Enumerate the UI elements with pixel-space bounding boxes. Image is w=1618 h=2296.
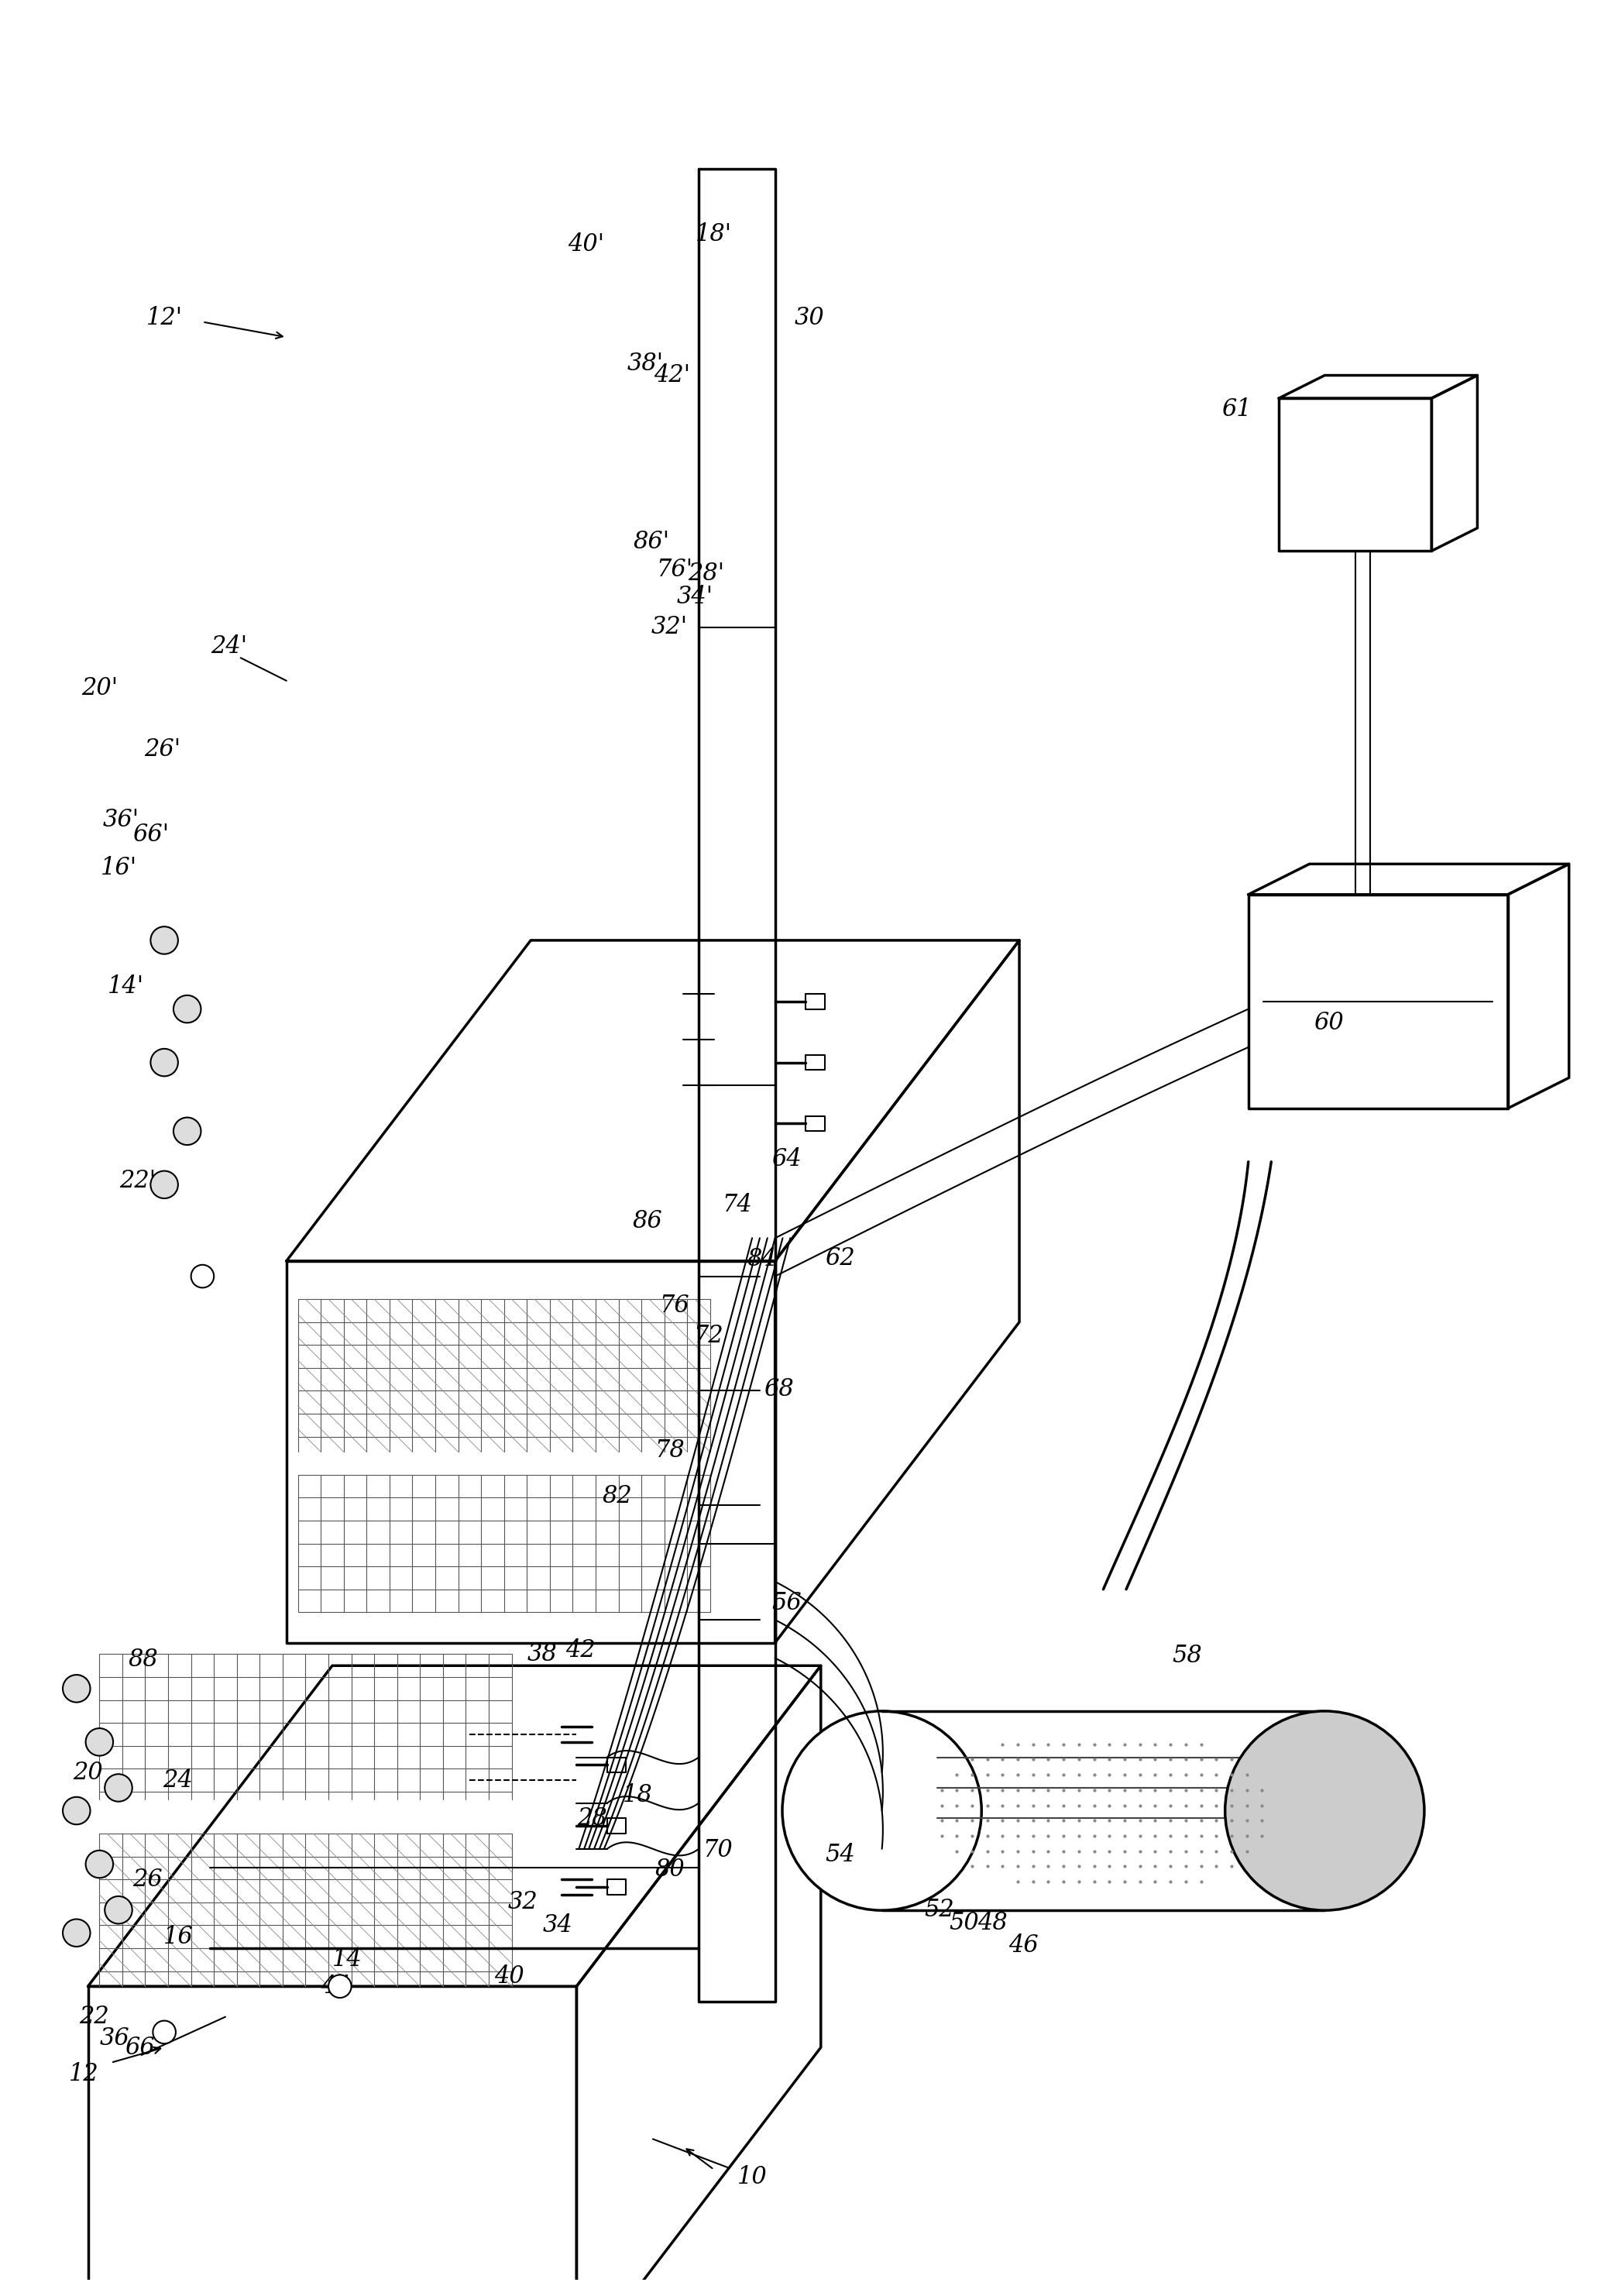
Circle shape	[105, 1775, 133, 1802]
Text: 54: 54	[825, 1844, 854, 1867]
Text: 12: 12	[70, 2062, 99, 2087]
Ellipse shape	[781, 1711, 982, 1910]
Text: 14: 14	[333, 1947, 362, 1972]
Circle shape	[328, 1975, 351, 1998]
Text: 72: 72	[694, 1325, 723, 1348]
Text: 10: 10	[738, 2165, 767, 2188]
Text: 66': 66'	[133, 822, 168, 847]
Text: 24: 24	[163, 1768, 193, 1793]
Text: 26: 26	[133, 1867, 162, 1892]
Text: 32: 32	[508, 1890, 539, 1915]
Circle shape	[191, 1265, 214, 1288]
Text: 28: 28	[576, 1807, 607, 1830]
Text: 34: 34	[542, 1913, 573, 1938]
Text: 16': 16'	[100, 856, 138, 879]
Polygon shape	[607, 1756, 626, 1773]
Circle shape	[63, 1919, 91, 1947]
Text: 88: 88	[128, 1649, 159, 1671]
Text: 86: 86	[633, 1210, 662, 1233]
Text: 22': 22'	[120, 1169, 155, 1194]
Text: 40: 40	[495, 1965, 524, 1988]
Text: 36: 36	[100, 2027, 129, 2050]
Text: 56: 56	[772, 1591, 801, 1614]
Text: 76: 76	[659, 1293, 689, 1318]
Text: 40': 40'	[568, 232, 604, 257]
Text: 38': 38'	[628, 351, 663, 377]
Text: 50: 50	[950, 1910, 979, 1936]
Text: 60: 60	[1314, 1010, 1343, 1035]
Text: 66: 66	[125, 2034, 155, 2060]
Ellipse shape	[1225, 1711, 1424, 1910]
Circle shape	[63, 1674, 91, 1701]
Text: 58: 58	[1173, 1644, 1202, 1667]
Text: 48: 48	[977, 1910, 1008, 1936]
Text: 64: 64	[772, 1148, 801, 1171]
Text: 76': 76'	[655, 558, 693, 581]
Text: 52: 52	[924, 1899, 955, 1922]
Text: 12': 12'	[146, 305, 183, 331]
Text: 20: 20	[73, 1761, 104, 1784]
Text: 32': 32'	[652, 615, 688, 638]
Text: 86': 86'	[633, 530, 670, 553]
Circle shape	[150, 928, 178, 955]
Text: 36': 36'	[102, 808, 139, 831]
Text: 22: 22	[79, 2004, 108, 2030]
Circle shape	[173, 994, 201, 1022]
Text: 30: 30	[794, 305, 825, 331]
Text: 80: 80	[655, 1857, 684, 1880]
Text: 62: 62	[825, 1247, 854, 1270]
Text: 42': 42'	[654, 363, 691, 388]
Circle shape	[150, 1171, 178, 1199]
Circle shape	[150, 1049, 178, 1077]
Text: 74: 74	[722, 1194, 752, 1217]
Text: 42: 42	[565, 1639, 595, 1662]
Circle shape	[86, 1851, 113, 1878]
Circle shape	[105, 1896, 133, 1924]
Circle shape	[86, 1729, 113, 1756]
Polygon shape	[806, 994, 825, 1008]
Circle shape	[152, 2020, 176, 2043]
Polygon shape	[806, 1054, 825, 1070]
Text: 16: 16	[163, 1924, 193, 1949]
Circle shape	[173, 1118, 201, 1146]
Polygon shape	[607, 1880, 626, 1894]
Text: 68: 68	[764, 1378, 794, 1401]
Text: 84: 84	[748, 1247, 777, 1272]
Text: 18': 18'	[696, 223, 733, 246]
Polygon shape	[806, 1116, 825, 1132]
Text: 46: 46	[1008, 1933, 1039, 1958]
Text: 44: 44	[320, 1975, 351, 1998]
Circle shape	[63, 1798, 91, 1825]
Text: 38: 38	[527, 1642, 557, 1667]
Text: 14': 14'	[108, 974, 144, 999]
Polygon shape	[607, 1818, 626, 1835]
Text: 61: 61	[1222, 397, 1252, 422]
Text: 34': 34'	[676, 585, 714, 608]
Text: 78: 78	[655, 1437, 684, 1463]
Text: 20': 20'	[81, 677, 118, 700]
Text: 28': 28'	[688, 563, 725, 585]
Text: 26': 26'	[144, 737, 181, 762]
Text: 82: 82	[602, 1483, 633, 1508]
Text: 70: 70	[702, 1839, 733, 1862]
Text: 18: 18	[623, 1784, 652, 1807]
Text: 24': 24'	[210, 634, 248, 659]
